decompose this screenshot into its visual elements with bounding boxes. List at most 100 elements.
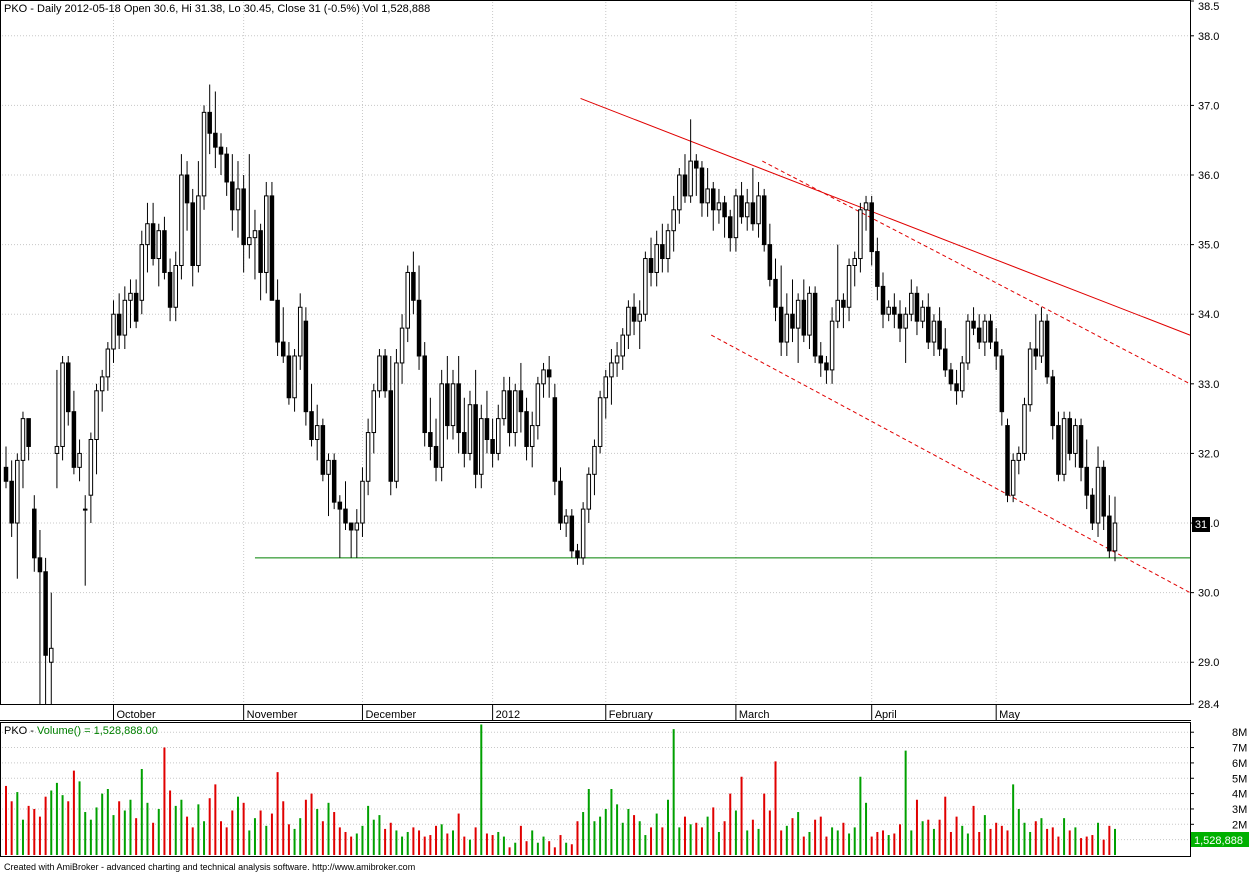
candle-body-down bbox=[524, 411, 529, 447]
candle bbox=[416, 265, 422, 370]
candle bbox=[1044, 314, 1050, 384]
candle-body-up bbox=[529, 425, 535, 447]
candle bbox=[156, 223, 162, 287]
candle-body-down bbox=[937, 320, 942, 350]
candle bbox=[694, 154, 699, 196]
candle bbox=[484, 390, 490, 454]
candle bbox=[292, 349, 297, 412]
volume-tick-label: 6M bbox=[1232, 758, 1247, 770]
candle-body-up bbox=[105, 348, 111, 378]
candle bbox=[727, 209, 733, 252]
last-volume-marker: 1,528,888 bbox=[1191, 832, 1249, 847]
candle bbox=[993, 328, 999, 370]
candle bbox=[818, 342, 824, 377]
candle bbox=[348, 522, 354, 558]
candle-body-down bbox=[575, 550, 580, 559]
candle bbox=[65, 355, 71, 426]
candle bbox=[733, 188, 739, 252]
volume-bars bbox=[5, 724, 1116, 855]
candle-body-up bbox=[603, 376, 609, 399]
candle-body-up bbox=[563, 515, 569, 524]
candle-body-up bbox=[835, 299, 841, 322]
candle-body-down bbox=[462, 432, 467, 454]
candle-body-down bbox=[699, 167, 705, 204]
candle bbox=[790, 279, 795, 343]
candle-body-down bbox=[213, 132, 218, 148]
date-axis-band bbox=[0, 705, 1191, 722]
candle bbox=[711, 181, 716, 231]
candle bbox=[43, 557, 48, 704]
candle-body-down bbox=[207, 111, 212, 134]
candle-body-down bbox=[801, 299, 807, 336]
candle-body-up bbox=[654, 244, 659, 273]
candle bbox=[778, 265, 784, 356]
volume-pane-frame bbox=[0, 722, 1191, 857]
candle-body-up bbox=[99, 376, 105, 392]
candle-body-up bbox=[705, 188, 710, 204]
candle-body-down bbox=[433, 445, 439, 468]
candle bbox=[620, 328, 625, 370]
candle bbox=[247, 154, 252, 259]
candle-body-down bbox=[790, 313, 795, 329]
candle-body-down bbox=[473, 404, 478, 475]
candle-body-down bbox=[224, 153, 229, 183]
candle bbox=[15, 453, 20, 579]
candle-body-down bbox=[711, 188, 716, 211]
candle bbox=[892, 293, 897, 329]
candle bbox=[546, 355, 552, 398]
volume-tick-label: 3M bbox=[1232, 804, 1247, 816]
candle-body-down bbox=[309, 411, 314, 441]
candle-body-down bbox=[993, 341, 999, 357]
candle-body-down bbox=[558, 480, 563, 524]
candle bbox=[303, 307, 309, 426]
candle-body-down bbox=[65, 362, 71, 413]
last-volume-box bbox=[1191, 832, 1249, 847]
candle-body-up bbox=[235, 188, 241, 211]
candle bbox=[959, 355, 965, 398]
candle-body-up bbox=[959, 362, 965, 392]
candle bbox=[162, 216, 167, 280]
candle bbox=[428, 397, 433, 461]
candle-body-down bbox=[490, 439, 495, 454]
candle-body-up bbox=[501, 390, 507, 420]
candle bbox=[190, 188, 195, 287]
candle bbox=[473, 369, 478, 489]
candle-body-down bbox=[648, 258, 654, 273]
candle bbox=[71, 390, 77, 475]
candle-body-up bbox=[614, 355, 620, 364]
candle-body-up bbox=[297, 306, 303, 357]
price-tick-label: 28.4 bbox=[1198, 699, 1219, 711]
price-tick-label: 38.5 bbox=[1198, 1, 1219, 13]
candle bbox=[682, 154, 688, 203]
candle-body-up bbox=[145, 223, 150, 246]
candle-body-up bbox=[122, 299, 128, 336]
candle bbox=[235, 161, 241, 238]
candle-body-down bbox=[162, 230, 167, 273]
candle-body-up bbox=[637, 313, 642, 322]
candle bbox=[275, 279, 280, 356]
candle bbox=[60, 355, 65, 461]
candle bbox=[377, 349, 382, 398]
candle bbox=[111, 300, 116, 363]
price-tick-label: 30.0 bbox=[1198, 588, 1219, 600]
candle bbox=[999, 349, 1005, 426]
candle-body-down bbox=[43, 571, 48, 656]
candle-body-down bbox=[824, 362, 829, 371]
candle bbox=[94, 383, 99, 475]
candle-body-down bbox=[388, 390, 394, 482]
candle bbox=[541, 362, 546, 398]
candle bbox=[218, 133, 224, 176]
candle-body-up bbox=[371, 390, 377, 434]
candle-body-down bbox=[218, 146, 224, 155]
volume-symbol: PKO bbox=[4, 725, 28, 737]
candle-body-down bbox=[445, 383, 450, 427]
candle bbox=[433, 418, 439, 482]
candle-body-up bbox=[20, 418, 26, 461]
candle-body-down bbox=[767, 244, 773, 280]
candle bbox=[99, 369, 105, 412]
candle-body-down bbox=[411, 271, 416, 301]
candle bbox=[439, 369, 444, 482]
candle bbox=[196, 161, 201, 273]
month-label: October bbox=[117, 709, 156, 721]
candle bbox=[445, 355, 450, 440]
